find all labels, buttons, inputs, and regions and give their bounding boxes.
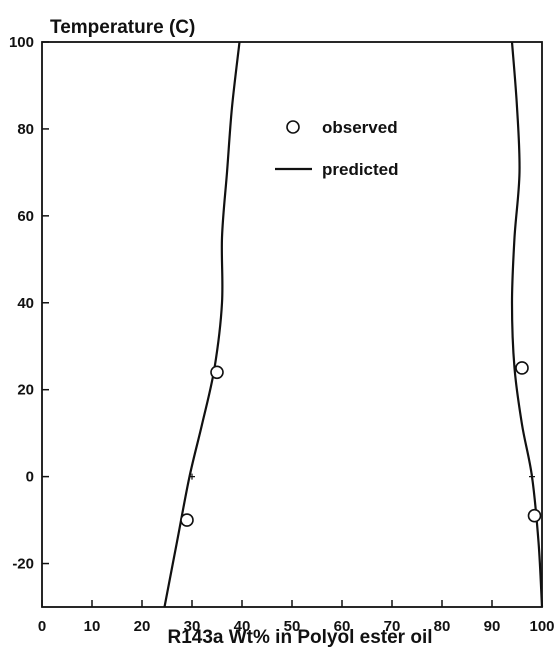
y-tick-label: 80	[17, 121, 34, 138]
x-tick-label: 0	[38, 618, 46, 635]
x-tick-label: 20	[134, 618, 151, 635]
x-tick-label: 100	[529, 618, 554, 635]
legend-predicted-label: predicted	[322, 160, 399, 179]
observed-point	[529, 510, 541, 522]
y-tick-label: -20	[12, 556, 34, 573]
y-axis-title: Temperature (C)	[50, 17, 195, 38]
x-tick-label: 90	[484, 618, 501, 635]
predicted-curve-left	[165, 42, 240, 607]
y-tick-label: 40	[17, 295, 34, 312]
x-axis-title: R143a Wt% in Polyol ester oil	[167, 627, 432, 648]
curve-plus-marker	[529, 474, 535, 480]
axes	[42, 42, 542, 607]
plot-frame	[42, 42, 542, 607]
observed-point	[211, 366, 223, 378]
y-tick-label: 0	[26, 469, 34, 486]
legend-observed-marker	[287, 121, 299, 133]
x-tick-label: 80	[434, 618, 451, 635]
y-ticks: -20 0 20 40 60 80 100	[9, 34, 49, 573]
legend: observed predicted	[275, 118, 399, 179]
y-tick-label: 20	[17, 382, 34, 399]
x-tick-label: 10	[84, 618, 101, 635]
observed-point	[181, 514, 193, 526]
observed-points	[181, 362, 541, 526]
y-tick-label: 60	[17, 208, 34, 225]
y-tick-label: 100	[9, 34, 34, 51]
predicted-curve-right	[512, 42, 542, 607]
observed-point	[516, 362, 528, 374]
legend-observed-label: observed	[322, 118, 398, 137]
